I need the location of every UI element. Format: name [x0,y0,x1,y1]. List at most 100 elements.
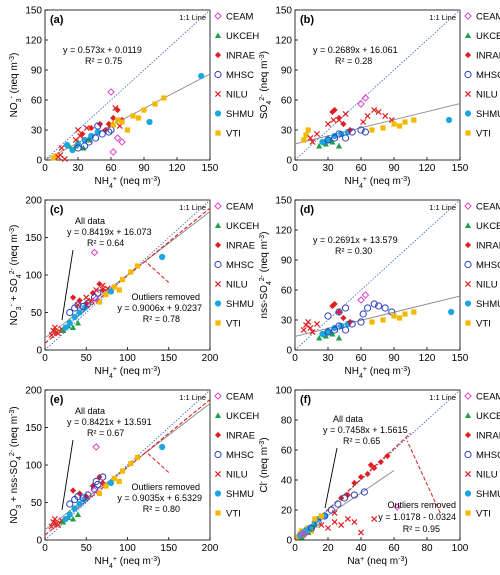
legend-label: INRAE [226,431,255,442]
x-axis-title: NH4+ (neq m-3) [345,176,411,190]
data-point-inrae [105,120,112,128]
data-point-shmu [338,322,345,330]
data-point-mhsc [335,130,343,138]
y-tick-label: 40 [281,476,293,487]
data-point-ceam [297,530,306,538]
x-tick-label: 120 [419,353,436,364]
panel-label: (b) [300,14,314,26]
y-tick-label: 0 [36,156,42,167]
y-tick-label: 0 [36,346,42,357]
data-point-ukceh [214,222,222,228]
data-point-inrae [335,308,343,316]
x-tick-label: 30 [322,353,334,364]
data-point-vti [380,125,386,131]
legend-label: NILU [476,470,498,481]
legend-label: INRAE [476,431,500,442]
data-point-vti [305,127,311,133]
data-point-mhsc [335,308,343,316]
data-point-shmu [324,328,332,336]
data-point-mhsc [84,299,92,308]
x-tick-label: 150 [452,353,469,364]
data-point-shmu [338,130,345,138]
legend: CEAM UKCEH INRAE MHSC NILU SHMU VTI [464,12,500,140]
y-tick-label: 0 [36,536,42,547]
data-point-inrae [110,114,117,122]
one-to-one-label: 1:1 Line [429,13,456,22]
x-tick-label: 0 [42,163,48,174]
data-point-nilu [364,112,371,120]
x-tick-label: 200 [202,543,219,554]
x-tick-label: 100 [119,543,136,554]
regression-equation: y = 0.2691x + 13.579 [313,235,398,245]
legend-label: MHSC [226,260,254,271]
data-point-nilu [305,318,312,326]
data-point-ceam [109,148,118,156]
data-point-ukceh [322,140,329,147]
y-tick-label: 90 [31,66,43,77]
legend-label: SHMU [226,109,254,120]
legend-label: MHSC [476,450,500,461]
regression-label: Outliers removed [387,500,456,510]
data-point-mhsc [370,300,378,308]
data-point-nilu [324,120,332,128]
data-point-ukceh [316,334,323,341]
data-point-inrae [96,280,103,288]
data-point-nilu [77,132,84,140]
legend-label: MHSC [226,450,254,461]
panel-label: (f) [300,394,311,406]
data-point-ceam [118,138,126,146]
x-tick-label: 50 [81,353,93,364]
data-point-mhsc [74,301,82,309]
x-axis-title: NH4+ (neq m-3) [95,556,161,570]
annotation-arrow [324,447,338,509]
legend-label: UKCEH [226,411,259,422]
data-point-nilu [214,280,222,288]
data-point-vti [119,468,126,474]
data-point-shmu [448,308,455,316]
data-point-ukceh [69,515,77,522]
data-point-shmu [62,515,69,523]
data-point-ceam [92,443,100,451]
data-point-ceam [464,392,472,400]
regression-r2: R² = 0.30 [335,246,372,256]
x-tick-label: 200 [202,353,219,364]
one-to-one-line [294,9,461,161]
one-to-one-label: 1:1 Line [429,393,456,402]
data-point-vti [134,454,140,461]
regression-r2: R² = 0.28 [335,56,372,66]
data-point-ukceh [69,324,77,330]
data-point-mhsc [348,320,356,328]
x-tick-label: 120 [169,163,186,174]
legend-label: CEAM [476,202,500,213]
data-point-nilu [51,324,58,331]
x-tick-label: 20 [322,543,334,554]
data-point-ukceh [329,138,336,145]
legend-label: VTI [476,509,491,520]
data-point-ceam [357,296,365,304]
data-point-vti [411,117,417,123]
data-point-inrae [384,452,391,460]
data-point-vti [465,320,471,326]
y-tick-label: 150 [275,196,292,207]
y-tick-label: 200 [25,386,42,397]
regression-equation: y = 0.9035x + 6.5329 [117,493,202,503]
data-point-mhsc [66,308,74,317]
data-point-inrae [69,294,77,301]
annotation-arrow [61,439,74,511]
data-point-inrae [344,491,351,499]
data-point-vti [161,95,167,101]
y-tick-label: 30 [31,126,43,137]
data-point-inrae [377,458,384,466]
data-point-mhsc [214,260,222,269]
data-point-shmu [66,319,73,327]
y-tick-label: 60 [281,286,293,297]
data-point-inrae [464,431,472,439]
data-point-ceam [214,202,222,210]
y-tick-label: 150 [25,233,42,244]
data-point-mhsc [66,500,74,508]
regression-label: All data [75,406,105,416]
y-tick-label: 200 [25,196,42,207]
panel-label: (e) [50,394,64,406]
legend-label: CEAM [226,392,254,403]
data-point-nilu [74,301,82,309]
